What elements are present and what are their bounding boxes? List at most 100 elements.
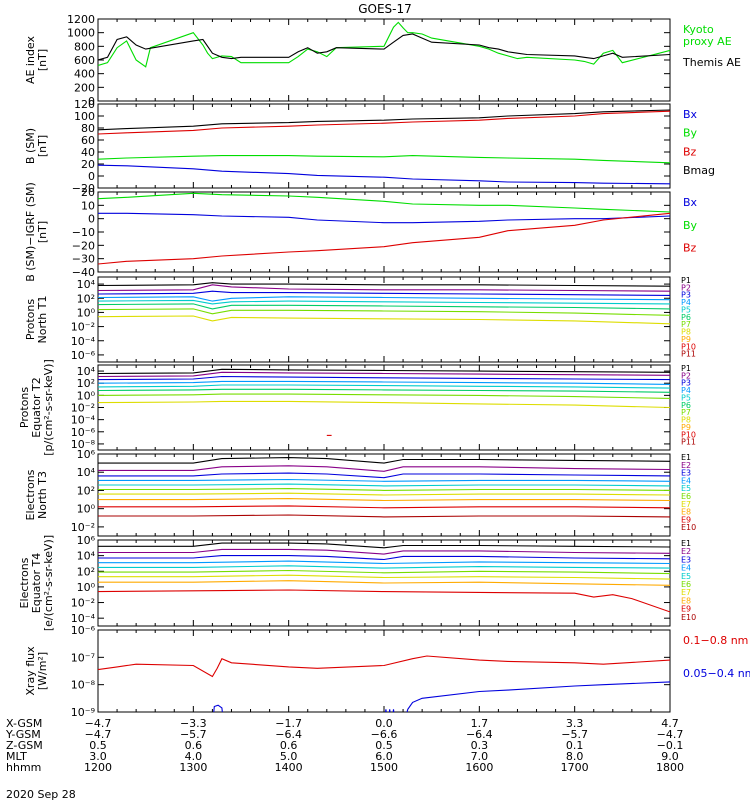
series-line-e1 [98,457,670,464]
series-line-0-05-0-4-nm [213,681,670,712]
legend-label-p9: P9 [681,423,691,432]
xaxis-tick-label: 1400 [275,761,303,774]
legend-label-e1: E1 [681,453,691,462]
panel-5-ytick-label: 10⁰ [77,389,96,402]
xaxis-tick-label: 1500 [370,761,398,774]
legend-label-e6: E6 [681,580,691,589]
panel-3-ylabel: [nT] [36,221,49,243]
series-line-e6 [98,569,670,575]
legend-label-e10: E10 [681,613,696,622]
legend-label-p8: P8 [681,416,691,425]
legend-label-e9: E9 [681,515,691,524]
panel-2-ytick-label: 60 [81,134,95,147]
panel-2-ytick-label: 80 [81,122,95,135]
legend-label-e4: E4 [681,476,691,485]
xaxis-tick-label: 1700 [561,761,589,774]
legend-label-p5: P5 [681,305,691,314]
series-line-kyoto-proxy-ae [98,21,670,68]
legend-label-e6: E6 [681,492,691,501]
series-line-bx [98,212,670,224]
xaxis-tick-label: −5.7 [180,728,207,741]
legend-label-p4: P4 [681,298,691,307]
series-line-themis-ae [98,33,670,61]
xaxis-tick-label: 1800 [656,761,684,774]
series-line-p3 [98,290,670,296]
panel-1-ytick-label: 1000 [67,27,95,40]
panel-3-ylabel: B (SM)−IGRF (SM) [24,182,37,282]
xaxis-row-label: Z-GSM [6,739,43,752]
panel-4-ylabel: North T1 [36,296,49,344]
series-line-p8 [98,315,670,325]
panel-5-ytick-label: 10⁻⁶ [71,426,96,439]
series-line-bx [98,164,670,185]
panel-2-ytick-label: −20 [72,182,95,195]
legend-label-p11: P11 [681,350,696,359]
series-line-e4 [98,478,670,482]
legend-label-p8: P8 [681,328,691,337]
panel-5-ytick-label: 10⁻⁸ [71,438,96,451]
panel-8-ytick-label: 10⁻⁶ [71,624,96,637]
legend-label-p6: P6 [681,401,691,410]
xaxis-tick-label: 1200 [84,761,112,774]
series-line-p4 [98,380,670,385]
panel-3-frame [97,191,671,273]
panel-8-ytick-label: 10⁻⁷ [71,651,95,664]
legend-label-p2: P2 [681,371,691,380]
series-line-p6 [98,303,670,310]
legend-label-bmag: Bmag [683,164,715,177]
panel-2-ylabel: B (SM) [24,128,37,164]
panel-7-ylabel: Equator T4 [30,553,43,613]
xaxis-row-label: X-GSM [6,717,42,730]
panel-3-ytick-label: 20 [81,186,95,199]
xaxis-tick-label: 4.0 [185,750,203,763]
legend-label-by: By [683,219,698,232]
series-line-e3 [98,472,670,479]
xaxis-tick-label: 9.0 [661,750,679,763]
panel-7-ylabel: Electrons [18,557,31,608]
panel-1-ytick-label: 800 [74,40,95,53]
series-line-p2 [98,284,670,292]
xaxis-row-label: hhmm [6,761,41,774]
panel-6-ytick-label: 10² [77,484,95,497]
panel-7-ytick-label: 10⁻² [71,597,95,610]
panel-2-ytick-label: 100 [74,110,95,123]
panel-7-ytick-label: 10⁶ [77,534,96,547]
legend-label-e1: E1 [681,539,691,548]
legend-label-p2: P2 [681,283,691,292]
legend-label-p10: P10 [681,430,696,439]
panel-1-ytick-label: 0 [88,95,95,108]
panel-8-ytick-label: 10⁻⁹ [71,706,95,719]
panel-7-ytick-label: 10⁰ [77,581,96,594]
legend-label-bz: Bz [683,145,697,158]
legend-label-p6: P6 [681,313,691,322]
legend-label-0-1-0-8-nm: 0.1−0.8 nm [683,634,748,647]
date-label: 2020 Sep 28 [6,788,76,800]
xaxis-tick-label: −6.6 [371,728,398,741]
panel-1-frame [97,18,671,102]
panel-4-ytick-label: 10⁴ [77,278,96,291]
panel-2-ytick-label: 0 [88,170,95,183]
series-line-p8 [98,400,670,409]
series-line-p2 [98,371,670,378]
legend-label-p7: P7 [681,408,691,417]
legend-label-e9: E9 [681,605,691,614]
xaxis-row-label: Y-GSM [5,728,41,741]
xaxis-tick-label: 0.1 [566,739,584,752]
panel-3-ytick-label: −40 [72,266,95,279]
legend-label-p1: P1 [681,364,691,373]
panel-5-ytick-label: 10² [77,377,95,390]
xaxis-tick-label: 4.7 [661,717,679,730]
xaxis-tick-label: −6.4 [275,728,302,741]
panel-8-frame [97,629,671,713]
panel-3-ytick-label: 10 [81,199,95,212]
series-line-by [98,192,670,213]
legend-label-bx: Bx [683,196,698,209]
xaxis-tick-label: 0.6 [185,739,203,752]
legend-label-p10: P10 [681,342,696,351]
legend-label-e8: E8 [681,508,691,517]
panel-5-ylabel: Protons [18,387,31,428]
xaxis-tick-label: −3.3 [180,717,207,730]
series-line-e9 [98,589,670,613]
